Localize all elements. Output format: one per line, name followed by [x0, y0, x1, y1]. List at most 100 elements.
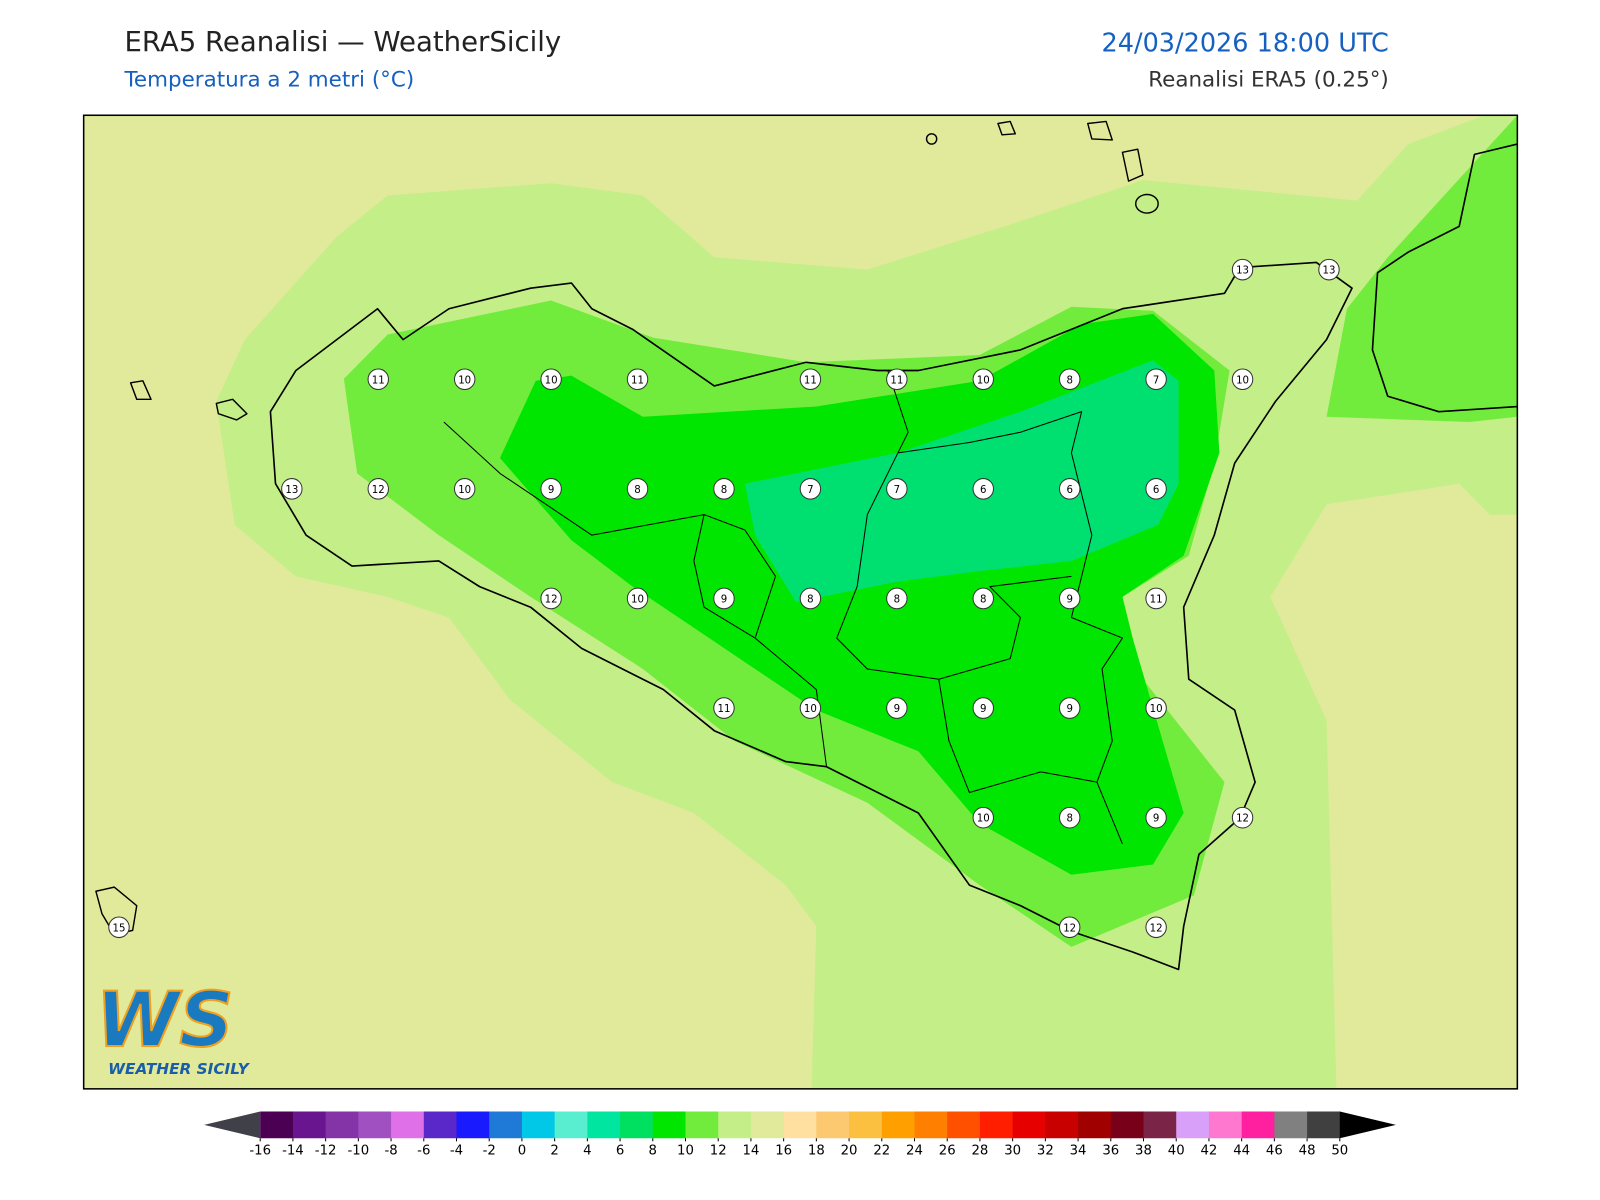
colorbar-swatch: [358, 1111, 392, 1139]
station-marker: [453, 478, 476, 500]
station-marker: [972, 587, 994, 610]
station-marker: [1058, 806, 1081, 829]
colorbar-under: [204, 1111, 261, 1139]
colorbar-tick-label: 14: [742, 1144, 759, 1159]
map-frame: [82, 114, 1519, 1090]
station-marker: [886, 478, 908, 500]
station-value: 11: [717, 703, 730, 715]
station-value: 12: [1236, 813, 1249, 825]
colorbar-swatch: [750, 1111, 785, 1139]
islands: [95, 120, 1159, 936]
station-value: 7: [894, 484, 900, 496]
station-marker: [1145, 697, 1167, 719]
colorbar-tick-label: 22: [873, 1144, 890, 1159]
station-marker: [540, 587, 562, 610]
station-marker: [713, 697, 735, 719]
colorbar-tick-label: -10: [348, 1144, 370, 1159]
station-value: 10: [977, 374, 990, 386]
station-value: 11: [372, 374, 385, 386]
colorbar: -16 -14 -12 -10 -8 -6 -4 -2 0 2 4 6 8 10 12 14 16 18 20 22 2…: [204, 1111, 1396, 1159]
colorbar-swatch: [849, 1111, 883, 1139]
station-value: 9: [980, 703, 986, 715]
station-marker: [1231, 368, 1254, 391]
station-marker: [108, 916, 130, 939]
station-value: 10: [1150, 703, 1163, 715]
station-marker: [799, 697, 822, 719]
source: Reanalisi ERA5 (0.25°): [1148, 67, 1389, 92]
colorbar-swatch: [1110, 1111, 1145, 1139]
station-value: 8: [1066, 374, 1072, 386]
logo-mark: WS: [96, 976, 234, 1064]
colorbar-tick-label: 10: [677, 1144, 694, 1159]
colorbar-tick-label: 34: [1070, 1144, 1087, 1159]
station-marker: [799, 368, 822, 391]
colorbar-tick-label: 8: [649, 1144, 657, 1159]
station-value: 7: [807, 484, 813, 496]
station-value: 10: [631, 593, 644, 605]
colorbar-swatch: [1241, 1111, 1275, 1139]
colorbar-swatch: [1045, 1111, 1079, 1139]
colorbar-tick-label: -16: [249, 1144, 271, 1159]
station-value: 11: [631, 374, 644, 386]
colorbar-swatch: [1307, 1111, 1341, 1139]
station-value: 8: [634, 484, 640, 496]
colorbar-tick-label: 36: [1102, 1144, 1119, 1159]
colorbar-swatch: [1078, 1111, 1112, 1139]
station-value: 10: [458, 374, 471, 386]
colorbar-tick-label: -12: [315, 1144, 337, 1159]
colorbar-tick-label: 46: [1266, 1144, 1283, 1159]
station-marker: [1145, 916, 1167, 939]
station-marker: [1058, 697, 1081, 719]
colorbar-tick-label: 32: [1037, 1144, 1054, 1159]
colorbar-tick-label: 40: [1168, 1144, 1185, 1159]
colorbar-tick-label: 38: [1135, 1144, 1152, 1159]
colorbar-swatch: [423, 1111, 458, 1139]
station-value: 15: [112, 922, 125, 934]
station-marker: [626, 368, 649, 391]
colorbar-swatch: [1176, 1111, 1210, 1139]
station-marker: [540, 368, 562, 391]
station-marker: [799, 587, 822, 610]
station-value: 6: [980, 484, 986, 496]
station-value: 9: [1066, 703, 1072, 715]
province-borders: [443, 370, 1123, 845]
station-marker: [886, 697, 908, 719]
station-marker: [367, 478, 389, 500]
station-value: 9: [1066, 593, 1072, 605]
colorbar-swatch: [816, 1111, 850, 1139]
colorbar-swatch: [292, 1111, 327, 1139]
station-marker: [972, 697, 994, 719]
colorbar-tick-label: 20: [841, 1144, 858, 1159]
station-marker: [972, 368, 994, 391]
colorbar-swatch: [685, 1111, 719, 1139]
station-value: 9: [548, 484, 554, 496]
colorbar-tick-label: -6: [417, 1144, 430, 1159]
station-marker: [281, 478, 303, 500]
colorbar-tick-label: 2: [550, 1144, 558, 1159]
colorbar-tick-label: 26: [939, 1144, 956, 1159]
station-marker: [626, 478, 649, 500]
colorbar-tick-label: 24: [906, 1144, 923, 1159]
station-value: 12: [372, 484, 385, 496]
station-marker: [1318, 258, 1340, 281]
station-marker: [1058, 587, 1081, 610]
colorbar-swatch: [489, 1111, 523, 1139]
station-value: 10: [804, 703, 817, 715]
station-marker: [1145, 478, 1167, 500]
station-marker: [886, 368, 908, 391]
station-value: 6: [1066, 484, 1072, 496]
colorbar-tick-label: 28: [971, 1144, 988, 1159]
station-value: 8: [721, 484, 727, 496]
subtitle: Temperatura a 2 metri (°C): [123, 67, 414, 92]
station-marker: [367, 368, 389, 391]
colorbar-tick-label: 0: [518, 1144, 526, 1159]
colorbar-swatch: [1274, 1111, 1308, 1139]
logo: WS WEATHER SICILY: [95, 975, 251, 1078]
logo-name: WEATHER SICILY: [108, 1060, 250, 1078]
colorbar-swatch: [979, 1111, 1014, 1139]
station-marker: [1058, 478, 1081, 500]
station-value: 10: [458, 484, 471, 496]
colorbar-tick-label: 30: [1004, 1144, 1021, 1159]
colorbar-swatch: [881, 1111, 916, 1139]
